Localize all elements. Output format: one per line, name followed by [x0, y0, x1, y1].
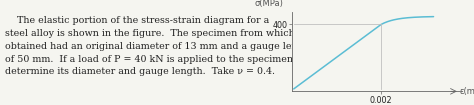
Text: σ(MPa): σ(MPa) [255, 0, 283, 8]
Text: The elastic portion of the stress-strain diagram for a
steel alloy is shown in t: The elastic portion of the stress-strain… [5, 16, 326, 76]
Text: ε(mm/mm): ε(mm/mm) [460, 87, 474, 96]
